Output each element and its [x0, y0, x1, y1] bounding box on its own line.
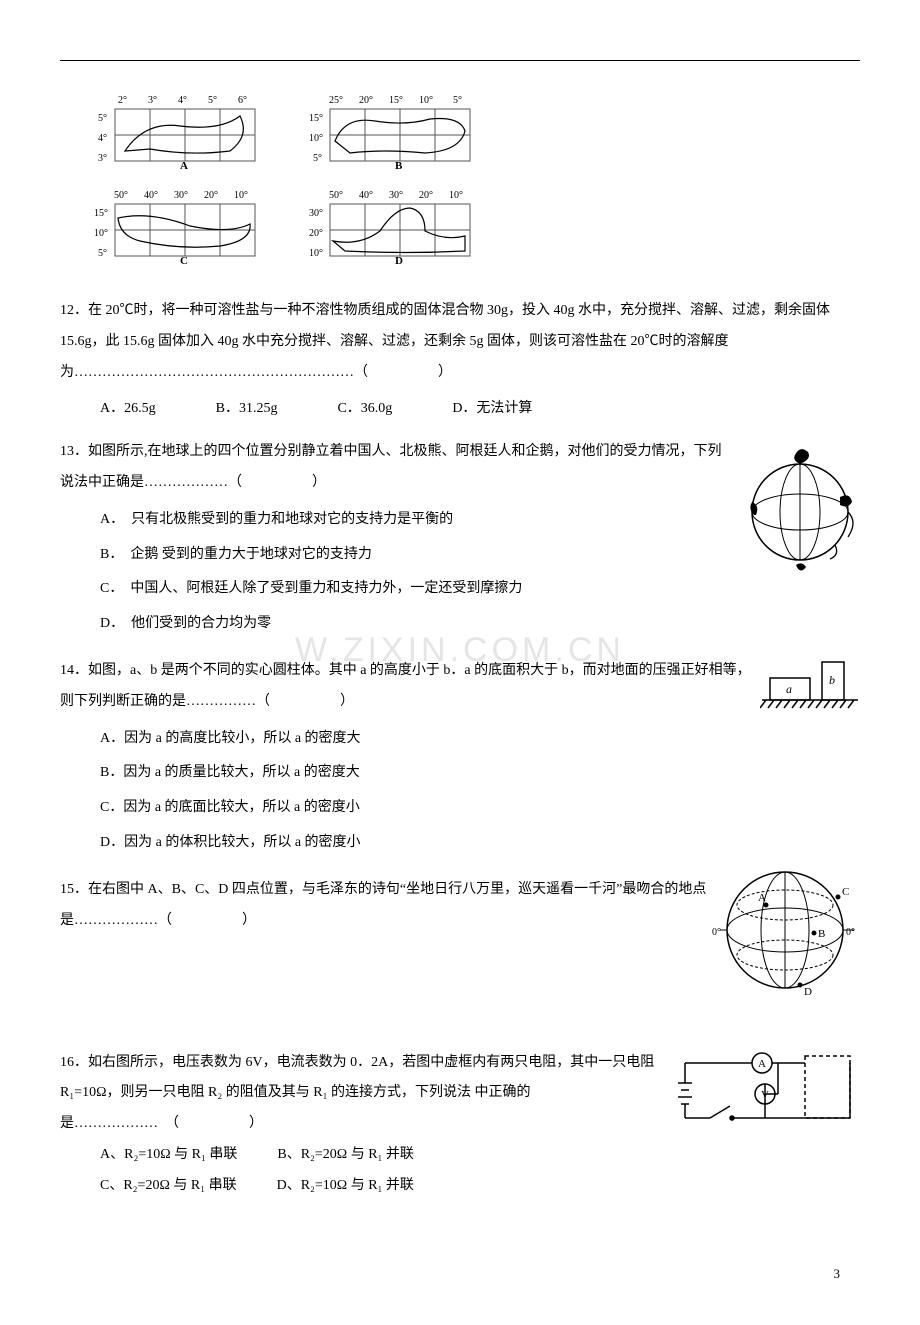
map-C-label: C — [180, 255, 188, 266]
q16-opt-D: D、R₂=10Ω 与 R₁ 并联 — [277, 1171, 414, 1202]
svg-text:30°: 30° — [389, 190, 403, 201]
svg-text:50°: 50° — [329, 190, 343, 201]
question-16: 16．如右图所示，电压表数为 6V，电流表数为 0．2A，若图中虚框内有两只电阻… — [60, 1048, 860, 1202]
svg-text:15°: 15° — [389, 95, 403, 106]
q16-text-a: 16．如右图所示，电压表数为 6V，电流表数为 0．2A，若图中虚框内有两只电阻… — [60, 1055, 654, 1070]
q14-options: A．因为 a 的高度比较小，所以 a 的密度大 B．因为 a 的质量比较大，所以… — [100, 724, 860, 859]
svg-text:3°: 3° — [148, 95, 157, 106]
q12-opt-A: A．26.5g — [100, 394, 156, 425]
map-B: 25° 20° 15° 10° 5° 15° 10° 5° B — [305, 91, 505, 171]
svg-text:20°: 20° — [309, 228, 323, 239]
map-grid-container: 2° 3° 4° 5° 6° 5° 4° 3° A 25°20°1 — [90, 91, 860, 266]
top-rule — [60, 60, 860, 61]
ammeter-label: A — [758, 1058, 766, 1070]
question-12: 12．在 20℃时，将一种可溶性盐与一种不溶性物质组成的固体混合物 30g，投入… — [60, 296, 860, 425]
q15-label-A: A — [758, 892, 766, 904]
voltmeter-label: V — [761, 1089, 769, 1101]
q16-text-b: R₁=10Ω，则另一只电阻 R₂ 的阻值及其与 R₁ 的连接方式，下列说法 — [60, 1085, 471, 1100]
page-number: 3 — [60, 1262, 860, 1285]
q15-zero-left: 0° — [712, 927, 721, 938]
q14-opt-A: A．因为 a 的高度比较小，所以 a 的密度大 — [100, 724, 860, 755]
q16-row2: C、R₂=20Ω 与 R₁ 串联 D、R₂=10Ω 与 R₁ 并联 — [100, 1171, 860, 1202]
svg-text:10°: 10° — [309, 133, 323, 144]
svg-text:30°: 30° — [174, 190, 188, 201]
svg-text:3°: 3° — [98, 153, 107, 164]
q16-circuit-figure: A V — [670, 1048, 860, 1141]
svg-text:5°: 5° — [208, 95, 217, 106]
svg-text:5°: 5° — [453, 95, 462, 106]
svg-text:10°: 10° — [309, 248, 323, 259]
map-A-label: A — [180, 160, 188, 171]
svg-text:4°: 4° — [178, 95, 187, 106]
question-14: a b 14．如图，a、b 是两个不同的实心圆柱体。其中 a 的高度小于 b．a… — [60, 656, 860, 863]
svg-text:6°: 6° — [238, 95, 247, 106]
svg-text:5°: 5° — [313, 153, 322, 164]
map-A-xtick-0: 2° — [118, 95, 127, 106]
map-D: 50° 40° 30° 20° 10° 30° 20° 10° D — [305, 186, 505, 266]
q13-opt-D: D． 他们受到的合力均为零 — [100, 609, 860, 640]
svg-text:25°: 25° — [329, 95, 343, 106]
q14-cylinder-figure: a b — [760, 656, 860, 729]
svg-text:20°: 20° — [204, 190, 218, 201]
svg-text:30°: 30° — [309, 208, 323, 219]
svg-text:50°: 50° — [114, 190, 128, 201]
svg-text:4°: 4° — [98, 133, 107, 144]
q14-opt-C: C．因为 a 的底面比较大，所以 a 的密度小 — [100, 793, 860, 824]
question-15: A B C D 0° 0° 15．在右图中 A、B、C、D 四点位置，与毛泽东的… — [60, 875, 860, 1018]
q16-opt-B: B、R₂=20Ω 与 R₁ 并联 — [277, 1140, 414, 1171]
q14-label-a: a — [786, 682, 792, 696]
q12-options: A．26.5g B．31.25g C．36.0g D．无法计算 — [100, 394, 860, 425]
question-13: 13．如图所示,在地球上的四个位置分别静立着中国人、北极熊、阿根廷人和企鹅，对他… — [60, 437, 860, 644]
svg-text:40°: 40° — [359, 190, 373, 201]
q12-text: 12．在 20℃时，将一种可溶性盐与一种不溶性物质组成的固体混合物 30g，投入… — [60, 296, 860, 388]
q15-label-D: D — [804, 986, 812, 998]
svg-text:40°: 40° — [144, 190, 158, 201]
map-B-label: B — [395, 160, 403, 171]
map-C: 50° 40° 30° 20° 10° 15° 10° 5° C — [90, 186, 290, 266]
map-D-label: D — [395, 255, 403, 266]
svg-text:20°: 20° — [419, 190, 433, 201]
q16-row1: A、R₂=10Ω 与 R₁ 串联 B、R₂=20Ω 与 R₁ 并联 — [100, 1140, 670, 1171]
q14-opt-B: B．因为 a 的质量比较大，所以 a 的密度大 — [100, 758, 860, 789]
q13-globe-figure — [740, 437, 860, 590]
q16-opt-C: C、R₂=20Ω 与 R₁ 串联 — [100, 1171, 237, 1202]
q15-zero-right: 0° — [846, 927, 855, 938]
svg-text:5°: 5° — [98, 113, 107, 124]
svg-text:10°: 10° — [419, 95, 433, 106]
svg-text:20°: 20° — [359, 95, 373, 106]
svg-text:10°: 10° — [234, 190, 248, 201]
q12-opt-B: B．31.25g — [216, 394, 278, 425]
q12-opt-D: D．无法计算 — [452, 394, 532, 425]
q16-text-c: 中正确的 — [474, 1085, 530, 1100]
svg-text:5°: 5° — [98, 248, 107, 259]
svg-text:15°: 15° — [94, 208, 108, 219]
q16-opt-A: A、R₂=10Ω 与 R₁ 串联 — [100, 1140, 237, 1171]
svg-text:10°: 10° — [449, 190, 463, 201]
q15-label-B: B — [818, 928, 825, 940]
q12-opt-C: C．36.0g — [337, 394, 392, 425]
svg-text:10°: 10° — [94, 228, 108, 239]
q15-label-C: C — [842, 886, 849, 898]
q15-earth-figure: A B C D 0° 0° — [710, 855, 860, 1018]
q14-text: 14．如图，a、b 是两个不同的实心圆柱体。其中 a 的高度小于 b．a 的底面… — [60, 656, 860, 718]
q14-label-b: b — [829, 673, 835, 687]
svg-text:15°: 15° — [309, 113, 323, 124]
map-A: 2° 3° 4° 5° 6° 5° 4° 3° A — [90, 91, 290, 171]
